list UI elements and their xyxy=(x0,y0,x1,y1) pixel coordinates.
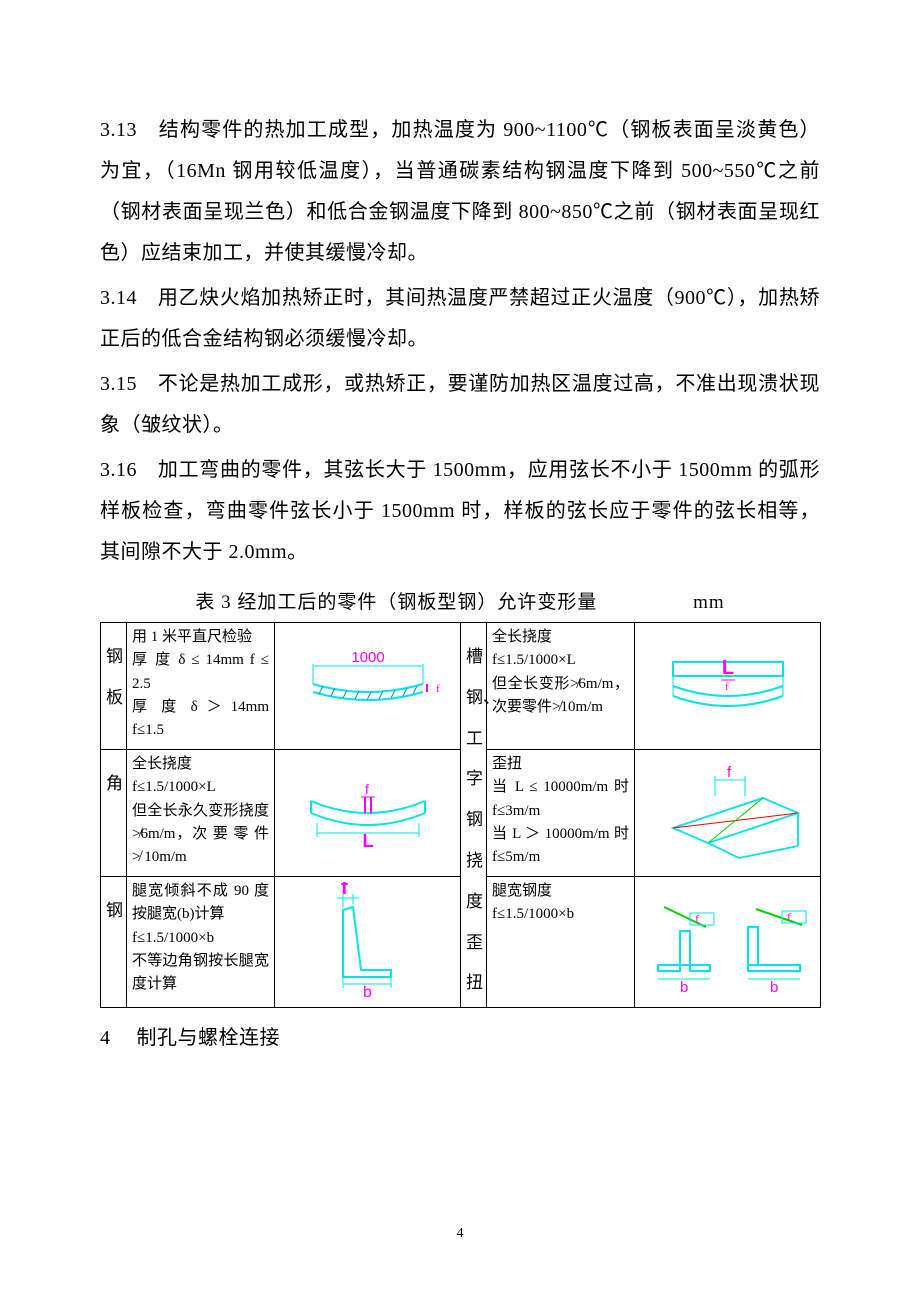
diagram-cell: L f xyxy=(635,623,821,750)
caption-label: 表 3 经加工后的零件（钢板型钢）允许变形量 xyxy=(195,592,597,613)
para-3-14: 3.14 用乙炔火焰加热矫正时，其间热温度严禁超过正火温度（900℃），加热矫正… xyxy=(100,278,820,360)
caption-unit: mm xyxy=(693,592,725,614)
flange-width-icon: f b f b xyxy=(640,887,820,997)
svg-text:L: L xyxy=(362,831,373,851)
document-page: 3.13 结构零件的热加工成型，加热温度为 900~1100℃（钢板表面呈淡黄色… xyxy=(0,0,920,1302)
desc-cell: 腿宽倾斜不成 90 度按腿宽(b)计算 f≤1.5/1000×b 不等边角钢按长… xyxy=(127,877,275,1008)
twist-icon: f xyxy=(643,758,813,868)
desc-cell: 歪扭 当 L ≤ 10000m/m 时 f≤3m/m 当 L ＞ 10000m/… xyxy=(487,750,635,877)
desc-cell: 用 1 米平直尺检验 厚 度 δ ≤ 14mm f ≤ 2.5 厚 度 δ ＞ … xyxy=(127,623,275,750)
section-4-heading: 4 制孔与螺栓连接 xyxy=(100,1018,820,1059)
full-length-deflection-icon: L f xyxy=(643,642,813,730)
angle-deflection-icon: f L xyxy=(283,763,453,863)
para-3-15: 3.15 不论是热加工成形，或热矫正，要谨防加热区温度过高，不准出现溃状现象（皱… xyxy=(100,364,820,446)
svg-text:f: f xyxy=(436,683,440,695)
svg-text:f: f xyxy=(787,910,791,924)
para-3-13: 3.13 结构零件的热加工成型，加热温度为 900~1100℃（钢板表面呈淡黄色… xyxy=(100,110,820,274)
svg-text:f: f xyxy=(341,882,348,899)
rowhead-channel-ibeam: 槽钢、工字钢挠度歪扭 xyxy=(461,623,487,1008)
plate-flatness-icon: 1000 f xyxy=(283,642,453,730)
page-number: 4 xyxy=(0,1226,920,1242)
table-caption: 表 3 经加工后的零件（钢板型钢）允许变形量 mm xyxy=(100,587,820,614)
desc-cell: 腿宽钢度 f≤1.5/1000×b xyxy=(487,877,635,1008)
para-3-16: 3.16 加工弯曲的零件，其弦长大于 1500mm，应用弦长不小于 1500mm… xyxy=(100,450,820,573)
svg-text:b: b xyxy=(363,984,372,1001)
svg-text:1000: 1000 xyxy=(351,649,384,666)
diagram-cell: f b xyxy=(275,877,461,1008)
rowhead-steel: 钢 xyxy=(101,877,127,1008)
svg-text:f: f xyxy=(727,764,732,781)
rowhead-steel-plate: 钢板 xyxy=(101,623,127,750)
svg-text:b: b xyxy=(680,979,688,996)
diagram-cell: 1000 f xyxy=(275,623,461,750)
rowhead-angle: 角 xyxy=(101,750,127,877)
diagram-cell: f L xyxy=(275,750,461,877)
diagram-cell: f b f b xyxy=(635,877,821,1008)
desc-cell: 全长挠度 f≤1.5/1000×L 但全长变形≯6m/m，次要零件≯10m/m xyxy=(487,623,635,750)
svg-text:f: f xyxy=(725,681,729,693)
diagram-cell: f xyxy=(635,750,821,877)
svg-text:f: f xyxy=(365,781,369,797)
svg-text:b: b xyxy=(770,979,778,996)
table-row: 钢板 用 1 米平直尺检验 厚 度 δ ≤ 14mm f ≤ 2.5 厚 度 δ… xyxy=(101,623,821,750)
leg-tilt-icon: f b xyxy=(283,882,453,1002)
svg-text:f: f xyxy=(695,912,699,926)
svg-text:L: L xyxy=(721,657,733,679)
deformation-table: 钢板 用 1 米平直尺检验 厚 度 δ ≤ 14mm f ≤ 2.5 厚 度 δ… xyxy=(100,622,821,1008)
desc-cell: 全长挠度 f≤1.5/1000×L 但全长永久变形挠度≯6m/m，次 要 零 件… xyxy=(127,750,275,877)
